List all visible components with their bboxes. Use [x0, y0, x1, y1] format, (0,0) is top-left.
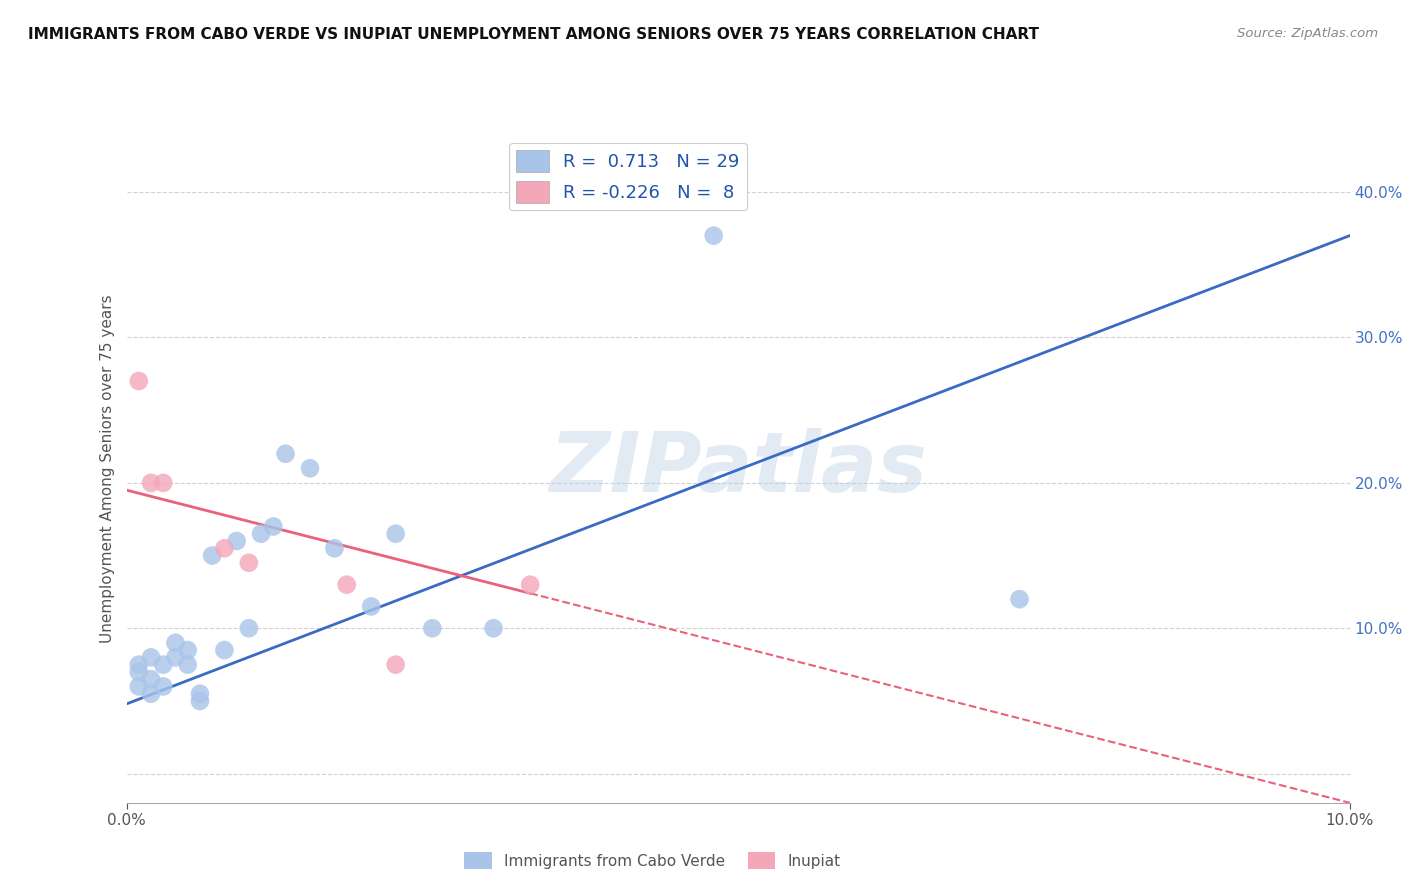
- Text: ZIPatlas: ZIPatlas: [550, 428, 927, 508]
- Point: [201, 549, 224, 563]
- Point: [139, 687, 162, 701]
- Point: [250, 526, 273, 541]
- Point: [188, 694, 211, 708]
- Point: [152, 475, 174, 490]
- Point: [225, 534, 247, 549]
- Point: [519, 577, 541, 591]
- Point: [188, 687, 211, 701]
- Point: [482, 621, 505, 635]
- Point: [128, 665, 150, 679]
- Point: [1008, 592, 1031, 607]
- Point: [177, 643, 200, 657]
- Legend: Immigrants from Cabo Verde, Inupiat: Immigrants from Cabo Verde, Inupiat: [458, 846, 846, 875]
- Point: [262, 519, 284, 533]
- Text: IMMIGRANTS FROM CABO VERDE VS INUPIAT UNEMPLOYMENT AMONG SENIORS OVER 75 YEARS C: IMMIGRANTS FROM CABO VERDE VS INUPIAT UN…: [28, 27, 1039, 42]
- Point: [165, 636, 187, 650]
- Point: [128, 374, 150, 388]
- Point: [139, 672, 162, 686]
- Point: [299, 461, 322, 475]
- Point: [384, 657, 406, 672]
- Point: [177, 657, 200, 672]
- Point: [703, 228, 725, 243]
- Point: [323, 541, 346, 556]
- Point: [165, 650, 187, 665]
- Y-axis label: Unemployment Among Seniors over 75 years: Unemployment Among Seniors over 75 years: [100, 294, 115, 642]
- Point: [214, 643, 236, 657]
- Point: [274, 447, 297, 461]
- Point: [152, 657, 174, 672]
- Point: [128, 680, 150, 694]
- Point: [139, 475, 162, 490]
- Point: [128, 657, 150, 672]
- Text: Source: ZipAtlas.com: Source: ZipAtlas.com: [1237, 27, 1378, 40]
- Point: [214, 541, 236, 556]
- Point: [360, 599, 382, 614]
- Point: [152, 680, 174, 694]
- Point: [238, 621, 260, 635]
- Point: [336, 577, 359, 591]
- Point: [422, 621, 444, 635]
- Point: [238, 556, 260, 570]
- Point: [139, 650, 162, 665]
- Point: [384, 526, 406, 541]
